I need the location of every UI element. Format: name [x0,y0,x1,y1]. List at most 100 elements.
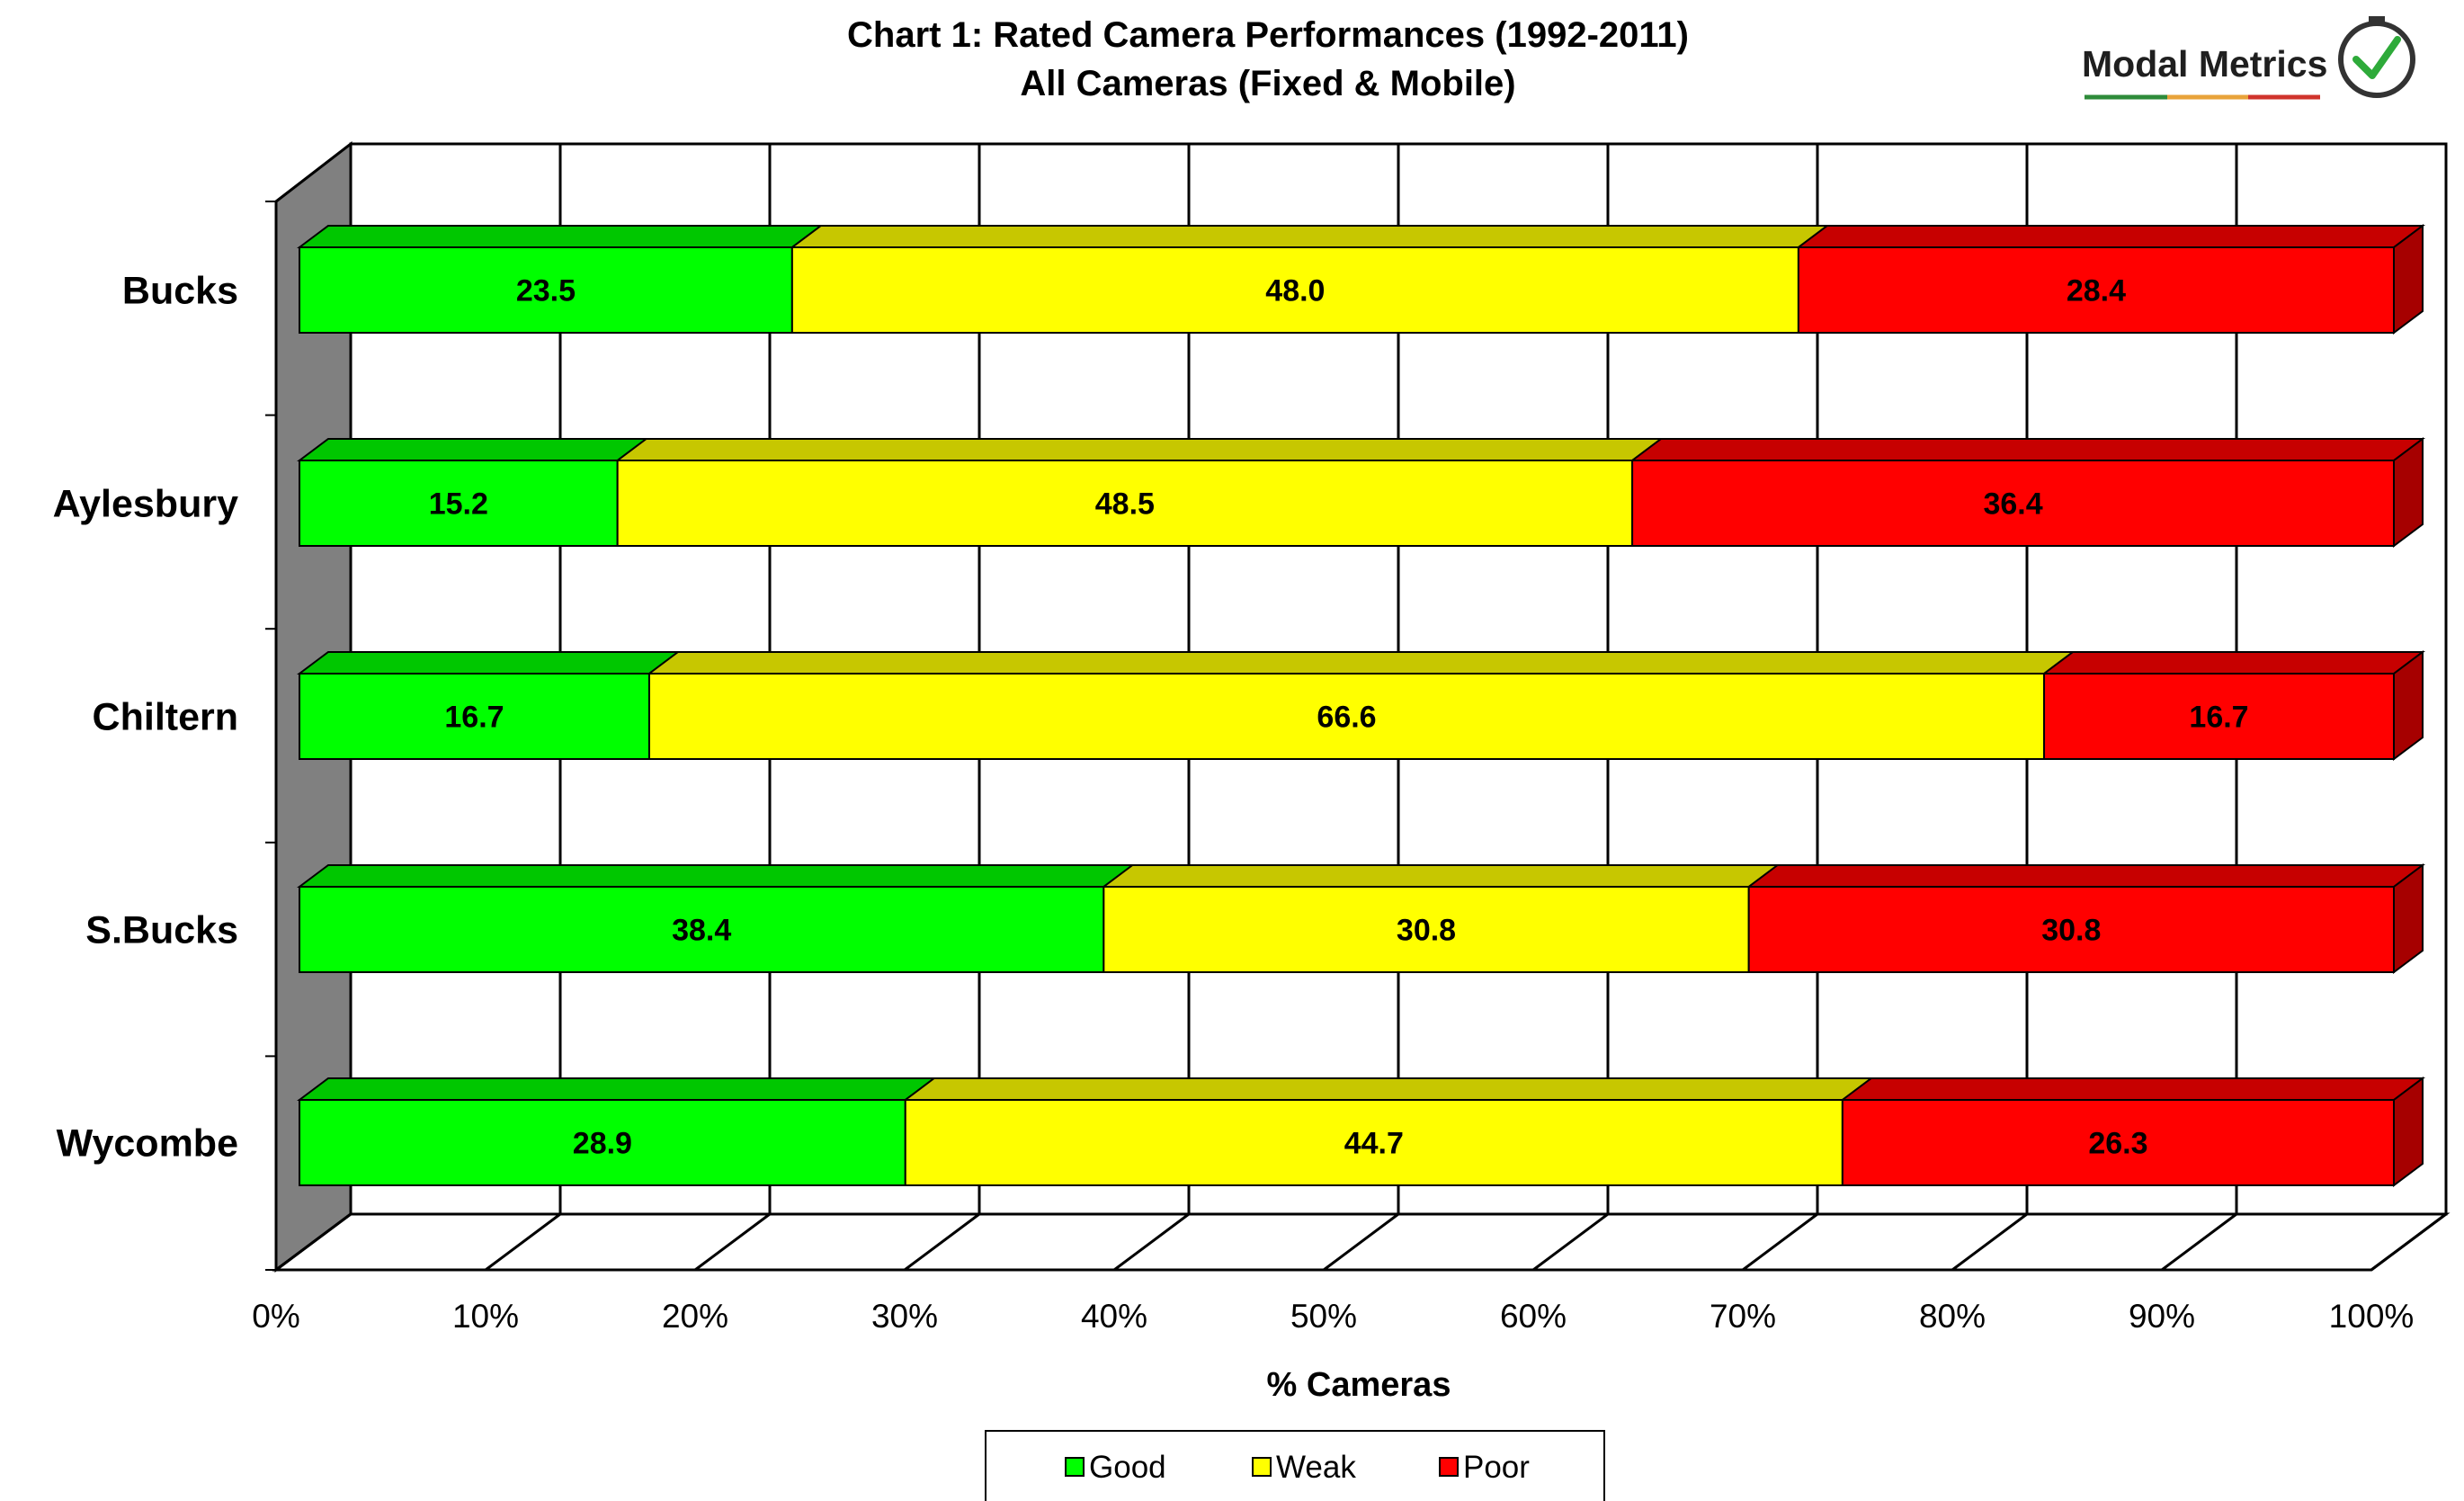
bar-top-face [1839,1077,2425,1101]
bar-top-face [1795,225,2425,248]
bar-top-face [297,651,681,675]
data-label: 36.4 [1983,487,2042,522]
bar-segment-weak [789,225,1830,334]
bar-front-face [2043,673,2395,760]
chart-title: Chart 1: Rated Camera Performances (1992… [847,15,1689,55]
bar-top-face [297,864,1136,888]
bar-front-face [299,673,650,760]
legend-item-poor: Poor [1439,1450,1530,1485]
bars [297,224,2425,1187]
data-label: 66.6 [1317,701,1376,735]
bar-segment-weak [646,651,2076,760]
logo-text: Modal Metrics [2082,43,2327,85]
x-tick-label: 50% [1290,1298,1357,1335]
x-tick-label: 70% [1710,1298,1776,1335]
category-label: Bucks [122,270,238,313]
floor-gridline [1951,1212,2028,1272]
data-labels: 23.5 48.0 28.4 15.2 48.5 36.4 16.7 66.6 16.7 38.4… [429,274,2249,1161]
bar-top-face [1745,864,2425,888]
floor-gridline [1323,1212,1399,1272]
bar-top-face [2041,651,2425,675]
category-label: Wycombe [57,1122,238,1166]
bar-top-face [902,1077,1874,1101]
bar-side-face [2393,1077,2424,1187]
floor-gridline [1742,1212,1818,1272]
brand-logo: Modal Metrics [2082,16,2415,100]
x-axis-title: % Cameras [1267,1366,1451,1404]
x-tick-label: 90% [2129,1298,2195,1335]
bar-front-face [647,673,2046,760]
bar-front-face [1631,460,2396,547]
x-tick-label: 30% [871,1298,938,1335]
x-tick-label: 10% [452,1298,519,1335]
data-label: 28.4 [2067,274,2126,308]
bar-segment-good [297,225,824,334]
category-label: S.Bucks [85,909,238,952]
data-label: 48.0 [1265,274,1325,308]
x-tick-labels: 0% 10% 20% 30% 40% 50% 60% 70% 80% 90% 100% [252,1298,2414,1335]
x-tick-label: 0% [252,1298,299,1335]
data-label: 28.9 [573,1127,632,1161]
data-label: 30.8 [1397,914,1456,948]
bar-segment-poor [1629,437,2425,548]
legend-label: Poor [1463,1450,1530,1485]
bar-side-face [2393,437,2424,548]
x-tick-label: 80% [1919,1298,1986,1335]
bar-side-face [2393,863,2424,974]
bar-segment-poor [2041,650,2425,761]
legend-label: Good [1089,1450,1166,1485]
category-labels: Bucks Aylesbury Chiltern S.Bucks Wycombe [53,270,238,1166]
data-label: 26.3 [2088,1127,2147,1161]
category-label: Aylesbury [53,483,238,526]
data-label: 30.8 [2041,914,2101,948]
x-tick-label: 60% [1500,1298,1567,1335]
data-label: 15.2 [429,487,488,522]
legend-item-good: Good [1065,1450,1166,1485]
bar-side-face [2393,650,2424,761]
legend-swatch [1252,1457,1272,1477]
bar-segment-weak [902,1077,1874,1186]
x-tick-label: 20% [662,1298,728,1335]
data-label: 48.5 [1095,487,1155,522]
data-label: 44.7 [1344,1127,1404,1161]
bar-top-face [646,651,2076,675]
data-label: 16.7 [444,701,504,735]
bar-segment-poor [1839,1077,2425,1187]
x-tick-label: 40% [1081,1298,1147,1335]
bar-front-face [904,1099,1844,1186]
bar-front-face [299,246,793,334]
data-label: 23.5 [516,274,576,308]
x-tick-label: 100% [2329,1298,2415,1335]
legend-items: Good Weak Poor [1065,1450,1530,1485]
category-ticks [265,201,276,1271]
chart-subtitle: All Cameras (Fixed & Mobile) [1020,64,1515,103]
data-label: 16.7 [2189,701,2248,735]
bar-front-face [616,460,1634,547]
bar-top-face [297,1077,937,1101]
stopwatch-icon [2338,16,2415,98]
bar-segment-poor [1795,224,2425,335]
legend-swatch [1065,1457,1085,1477]
bar-top-face [1629,438,2425,461]
legend-swatch [1439,1457,1459,1477]
bar-side-face [2393,224,2424,335]
bar-front-face [299,886,1105,973]
data-label: 38.4 [672,914,731,948]
category-label: Chiltern [93,696,238,739]
bar-front-face [1841,1099,2395,1186]
bar-front-face [790,246,1799,334]
floor-gridline [1113,1212,1190,1272]
bar-segment-weak [614,438,1665,547]
bar-segment-poor [1745,863,2425,974]
floor-gridline [2161,1212,2237,1272]
bar-segment-good [297,651,681,760]
floor-gridline [1532,1212,1609,1272]
bar-top-face [1101,864,1781,888]
legend-item-weak: Weak [1252,1450,1356,1485]
bar-top-face [614,438,1665,461]
floor-gridline [275,1212,352,1272]
bar-segment-good [297,1077,937,1186]
bar-top-face [297,438,649,461]
bar-segment-good [297,864,1136,973]
